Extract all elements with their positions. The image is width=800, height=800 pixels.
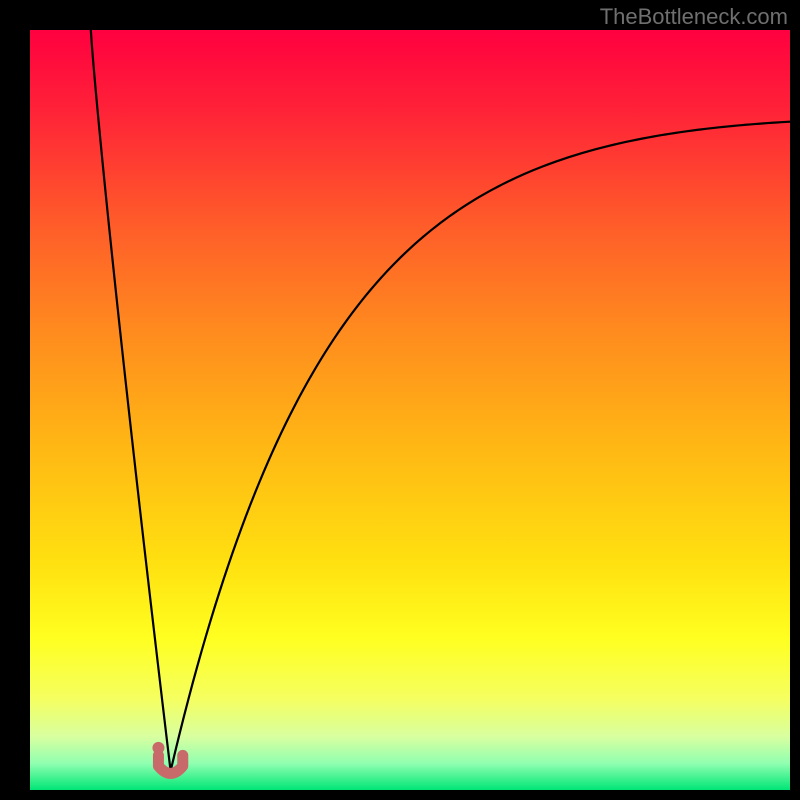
plot-area xyxy=(30,30,790,790)
chart-svg xyxy=(30,30,790,790)
chart-container: TheBottleneck.com xyxy=(0,0,800,800)
watermark-text: TheBottleneck.com xyxy=(600,4,788,30)
